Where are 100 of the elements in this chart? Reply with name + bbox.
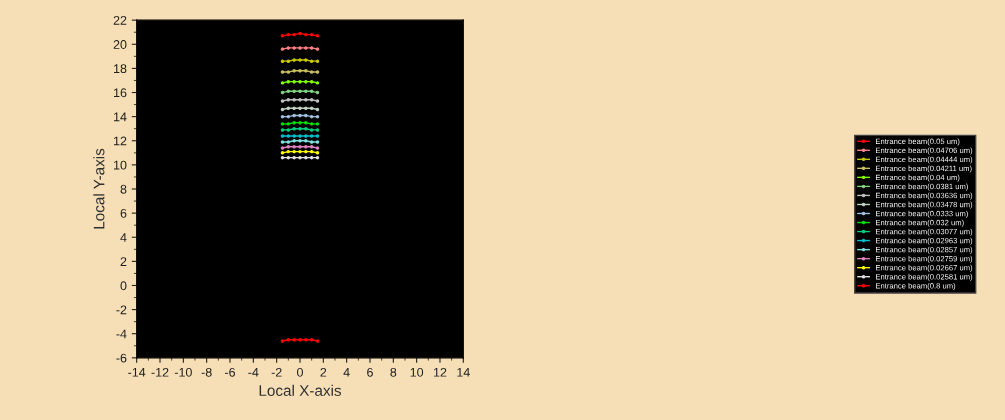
point <box>304 89 308 94</box>
point <box>304 145 308 149</box>
point <box>292 89 296 94</box>
x-tick-label: 6 <box>367 367 373 377</box>
point <box>298 98 302 102</box>
point <box>309 106 314 110</box>
x-tick-label: -8 <box>201 367 212 377</box>
point <box>292 113 296 118</box>
x-tick-label: -14 <box>128 368 146 377</box>
y-tick-label: 18 <box>114 64 127 74</box>
point <box>309 98 314 102</box>
point <box>309 59 314 63</box>
point <box>280 151 285 155</box>
point <box>298 120 302 125</box>
y-tick-label: 4 <box>120 233 127 242</box>
point <box>315 107 320 112</box>
point <box>304 79 308 84</box>
y-axis-title: Local Y-axis <box>93 148 105 229</box>
point <box>280 47 285 51</box>
point <box>292 149 296 154</box>
x-tick-label: 12 <box>433 367 447 377</box>
point <box>286 79 291 84</box>
point <box>286 106 291 110</box>
point <box>315 339 320 343</box>
point <box>280 128 285 132</box>
y-tick-label: 20 <box>113 40 127 49</box>
point <box>304 46 308 50</box>
point <box>315 140 320 144</box>
point <box>280 122 285 126</box>
point <box>286 145 291 149</box>
point <box>292 155 296 160</box>
point <box>298 31 302 36</box>
x-tick-label: -4 <box>248 368 259 377</box>
point <box>304 139 308 143</box>
point <box>309 155 314 160</box>
point <box>292 106 296 110</box>
point <box>280 70 285 74</box>
point <box>309 140 314 144</box>
point <box>298 139 302 143</box>
point <box>304 32 308 37</box>
point <box>280 114 285 119</box>
point <box>292 32 296 37</box>
point <box>304 134 308 138</box>
point <box>286 98 291 102</box>
point <box>280 146 285 150</box>
point <box>304 155 308 160</box>
point <box>298 155 302 160</box>
x-tick-label: -12 <box>151 367 169 377</box>
point <box>315 122 320 126</box>
point <box>315 155 320 160</box>
point <box>298 145 302 149</box>
point <box>292 134 296 138</box>
point <box>298 79 302 84</box>
point <box>309 32 314 37</box>
y-tick-label: 10 <box>114 160 127 170</box>
point <box>304 113 308 118</box>
x-tick-label: -6 <box>225 367 236 377</box>
point <box>286 149 291 154</box>
x-tick-label: -10 <box>174 367 192 377</box>
point <box>292 120 296 125</box>
point <box>298 58 302 62</box>
point <box>286 134 291 138</box>
point <box>298 149 302 154</box>
point <box>280 339 285 343</box>
point <box>315 34 320 38</box>
point <box>315 128 320 132</box>
point <box>280 90 285 95</box>
point <box>298 89 302 94</box>
point <box>309 89 314 94</box>
y-tick-label: 6 <box>120 208 127 218</box>
point <box>304 58 308 62</box>
point <box>309 134 314 138</box>
point <box>280 81 285 85</box>
point <box>309 79 314 84</box>
point <box>298 126 302 131</box>
point <box>315 134 320 138</box>
x-tick-label: 14 <box>457 368 470 377</box>
point <box>315 70 320 74</box>
point <box>309 128 314 132</box>
x-tick-label: 4 <box>343 368 350 377</box>
point <box>292 139 296 143</box>
point <box>315 114 320 119</box>
point <box>298 134 302 138</box>
point <box>292 126 296 131</box>
y-tick-label: 2 <box>120 257 127 266</box>
point <box>280 59 285 63</box>
point <box>286 70 291 74</box>
y-tick-label: 16 <box>114 88 127 98</box>
point <box>298 69 302 73</box>
y-tick-label: 14 <box>114 112 127 122</box>
point <box>304 98 308 102</box>
point <box>286 114 291 119</box>
x-tick-label: 10 <box>410 367 424 377</box>
point <box>309 70 314 74</box>
point <box>280 107 285 112</box>
point <box>292 98 296 102</box>
point <box>309 149 314 154</box>
point <box>309 338 314 342</box>
y-tick-label: 8 <box>120 184 127 194</box>
y-tick-label: -4 <box>116 329 127 339</box>
